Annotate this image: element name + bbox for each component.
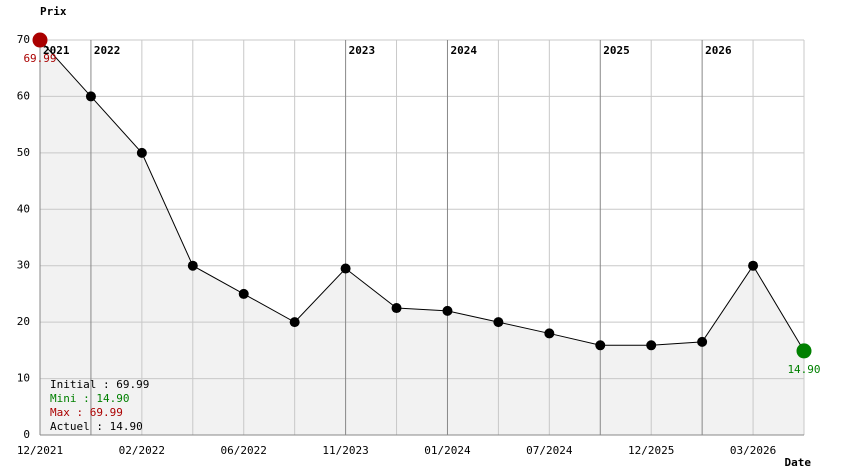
stat: Actuel : 14.90 [50, 420, 143, 433]
point [493, 317, 504, 328]
y-tick-label: 60 [17, 89, 30, 102]
point [748, 260, 759, 271]
point [544, 328, 555, 339]
point [85, 91, 96, 102]
y-tick-label: 70 [17, 33, 30, 46]
x-tick-label: 11/2023 [322, 444, 368, 457]
year-label: 2021 [43, 44, 70, 57]
point [796, 343, 812, 359]
x-tick-label: 12/2025 [628, 444, 674, 457]
point [391, 303, 402, 314]
stat: Max : 69.99 [50, 406, 123, 419]
x-tick-label: 06/2022 [221, 444, 267, 457]
point [646, 340, 657, 351]
stat: Initial : 69.99 [50, 378, 149, 391]
year-label: 2025 [603, 44, 630, 57]
area [40, 40, 804, 435]
point [340, 263, 351, 274]
x-axis-label: Date [785, 456, 812, 469]
year-label: 2022 [94, 44, 121, 57]
point [187, 260, 198, 271]
stat: Mini : 14.90 [50, 392, 129, 405]
point [32, 32, 48, 48]
x-tick-label: 07/2024 [526, 444, 573, 457]
y-tick-label: 40 [17, 202, 30, 215]
y-tick-label: 30 [17, 259, 30, 272]
point [136, 147, 147, 158]
x-tick-label: 12/2021 [17, 444, 63, 457]
year-label: 2024 [450, 44, 477, 57]
point [289, 317, 300, 328]
line [39, 39, 805, 352]
y-tick-label: 0 [23, 428, 30, 441]
y-axis-label: Prix [40, 5, 67, 18]
x-tick-label: 02/2022 [119, 444, 165, 457]
x-tick-label: 01/2024 [424, 444, 471, 457]
value-label: 14.90 [787, 363, 820, 376]
point [595, 340, 606, 351]
point [697, 336, 708, 347]
y-tick-label: 50 [17, 146, 30, 159]
year-label: 2023 [349, 44, 376, 57]
y-tick-label: 20 [17, 315, 30, 328]
year-label: 2026 [705, 44, 732, 57]
point [238, 288, 249, 299]
x-tick-label: 03/2026 [730, 444, 776, 457]
point [442, 305, 453, 316]
value-label: 69.99 [23, 52, 56, 65]
y-tick-label: 10 [17, 372, 30, 385]
